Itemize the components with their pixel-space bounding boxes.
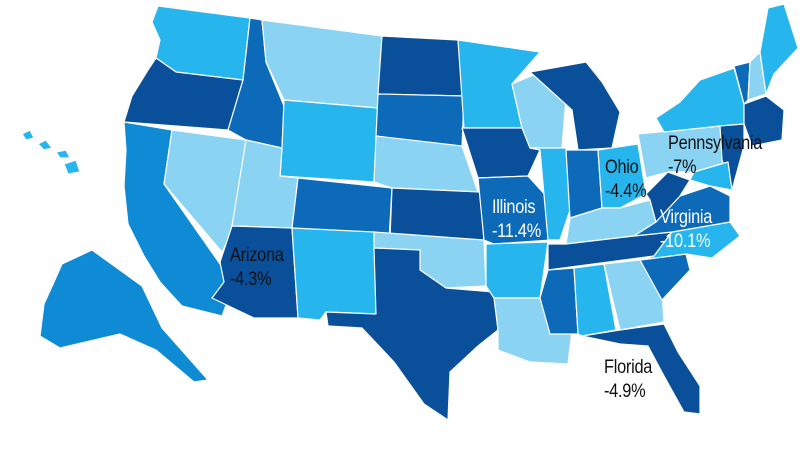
- state-indiana: [565, 149, 603, 219]
- label-illinois-name: Illinois: [492, 197, 536, 218]
- label-arizona-value: -4.3%: [230, 269, 272, 290]
- state-arkansas: [485, 241, 549, 299]
- label-pennsylvania-value: -7%: [668, 157, 697, 178]
- state-texas: [325, 247, 499, 421]
- state-hawaii: [21, 129, 81, 175]
- label-florida-value: -4.9%: [604, 381, 646, 402]
- label-pennsylvania-name: Pennsylvania: [668, 133, 763, 154]
- state-florida: [581, 323, 701, 415]
- label-ohio: Ohio -4.4%: [605, 156, 647, 204]
- label-virginia: Virginia -10.1%: [660, 206, 712, 254]
- label-virginia-value: -10.1%: [660, 231, 711, 252]
- state-virginia: [633, 185, 731, 237]
- state-new-mexico: [291, 227, 377, 321]
- state-kansas: [389, 187, 485, 241]
- state-new-jersey: [719, 123, 745, 191]
- state-illinois: [529, 147, 571, 241]
- state-michigan: [529, 61, 621, 151]
- label-arizona-name: Arizona: [230, 245, 284, 266]
- label-florida-name: Florida: [604, 357, 653, 378]
- state-mississippi: [539, 267, 579, 335]
- state-iowa: [461, 127, 541, 179]
- state-maryland: [689, 161, 733, 191]
- state-wyoming: [279, 99, 379, 183]
- state-oregon: [123, 57, 244, 131]
- label-florida: Florida -4.9%: [604, 356, 652, 404]
- state-ohio: [597, 143, 647, 209]
- label-pennsylvania: Pennsylvania -7%: [668, 132, 762, 180]
- label-arizona: Arizona -4.3%: [230, 244, 284, 292]
- state-alaska: [39, 249, 209, 383]
- state-new-york: [655, 67, 745, 133]
- label-virginia-name: Virginia: [660, 207, 713, 228]
- label-illinois: Illinois -11.4%: [492, 196, 541, 244]
- label-illinois-value: -11.4%: [492, 221, 542, 242]
- state-maine: [759, 3, 799, 95]
- state-north-dakota: [377, 35, 465, 97]
- label-ohio-value: -4.4%: [605, 181, 647, 202]
- label-ohio-name: Ohio: [605, 157, 639, 178]
